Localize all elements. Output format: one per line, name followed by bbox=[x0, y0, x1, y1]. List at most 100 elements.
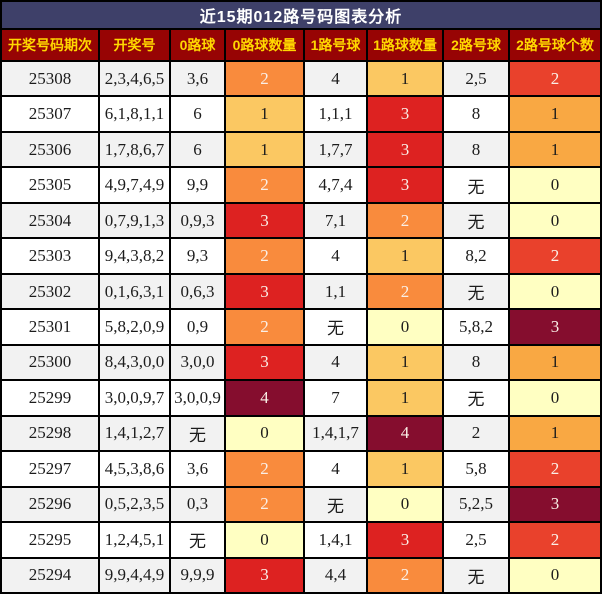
cell-way0-count: 3 bbox=[226, 345, 303, 380]
cell-way1-balls: 无 bbox=[305, 310, 366, 344]
cell-way0-balls: 9,9,9 bbox=[171, 558, 224, 592]
cell-way1-count: 0 bbox=[368, 310, 442, 344]
cell-way0-balls: 6 bbox=[171, 97, 224, 131]
cell-way2-balls: 8 bbox=[444, 345, 508, 380]
cell-way0-balls: 9,3 bbox=[171, 239, 224, 273]
cell-way2-count: 0 bbox=[510, 381, 600, 415]
cell-way1-balls: 4 bbox=[305, 239, 366, 273]
cell-period: 25301 bbox=[2, 310, 98, 344]
cell-numbers: 2,3,4,6,5 bbox=[100, 62, 169, 96]
cell-way2-balls: 无 bbox=[444, 203, 508, 238]
cell-way1-balls: 4 bbox=[305, 345, 366, 380]
cell-way1-count: 2 bbox=[368, 203, 442, 238]
cell-way0-balls: 0,6,3 bbox=[171, 274, 224, 309]
cell-way0-count: 0 bbox=[226, 416, 303, 451]
cell-numbers: 9,4,3,8,2 bbox=[100, 239, 169, 273]
cell-way2-count: 0 bbox=[510, 558, 600, 592]
cell-way2-count: 2 bbox=[510, 62, 600, 96]
cell-way1-count: 3 bbox=[368, 168, 442, 202]
cell-way1-balls: 4 bbox=[305, 62, 366, 96]
cell-numbers: 0,5,2,3,5 bbox=[100, 487, 169, 522]
cell-numbers: 0,7,9,1,3 bbox=[100, 203, 169, 238]
cell-way1-count: 1 bbox=[368, 381, 442, 415]
cell-way1-balls: 7,1 bbox=[305, 203, 366, 238]
column-header-way1-balls: 1路号球 bbox=[305, 30, 366, 60]
cell-way2-balls: 8 bbox=[444, 97, 508, 131]
cell-way2-count: 0 bbox=[510, 203, 600, 238]
cell-way1-balls: 4 bbox=[305, 452, 366, 486]
cell-way2-count: 3 bbox=[510, 310, 600, 344]
cell-way1-balls: 1,1 bbox=[305, 274, 366, 309]
cell-way0-count: 3 bbox=[226, 203, 303, 238]
cell-way2-count: 1 bbox=[510, 416, 600, 451]
cell-numbers: 1,2,4,5,1 bbox=[100, 523, 169, 557]
column-header-way2-balls: 2路号球 bbox=[444, 30, 508, 60]
cell-way0-count: 0 bbox=[226, 523, 303, 557]
cell-numbers: 9,9,4,4,9 bbox=[100, 558, 169, 592]
cell-way2-count: 0 bbox=[510, 274, 600, 309]
cell-way1-count: 2 bbox=[368, 274, 442, 309]
cell-way0-count: 2 bbox=[226, 487, 303, 522]
cell-way1-balls: 1,7,7 bbox=[305, 132, 366, 167]
cell-way2-count: 3 bbox=[510, 487, 600, 522]
cell-period: 25296 bbox=[2, 487, 98, 522]
cell-way0-count: 2 bbox=[226, 310, 303, 344]
cell-way0-balls: 3,0,0,9 bbox=[171, 381, 224, 415]
cell-period: 25303 bbox=[2, 239, 98, 273]
cell-way1-count: 3 bbox=[368, 132, 442, 167]
cell-numbers: 4,5,3,8,6 bbox=[100, 452, 169, 486]
cell-period: 25305 bbox=[2, 168, 98, 202]
cell-way2-balls: 5,8 bbox=[444, 452, 508, 486]
cell-way2-balls: 无 bbox=[444, 274, 508, 309]
cell-numbers: 1,7,8,6,7 bbox=[100, 132, 169, 167]
cell-period: 25298 bbox=[2, 416, 98, 451]
cell-way1-count: 1 bbox=[368, 239, 442, 273]
cell-period: 25297 bbox=[2, 452, 98, 486]
cell-way1-balls: 4,7,4 bbox=[305, 168, 366, 202]
column-header-way1-count: 1路球数量 bbox=[368, 30, 442, 60]
cell-way1-balls: 7 bbox=[305, 381, 366, 415]
cell-period: 25295 bbox=[2, 523, 98, 557]
cell-way2-balls: 2,5 bbox=[444, 523, 508, 557]
cell-way0-count: 1 bbox=[226, 97, 303, 131]
page-title: 近15期012路号码图表分析 bbox=[2, 2, 600, 28]
cell-numbers: 3,0,0,9,7 bbox=[100, 381, 169, 415]
cell-way0-count: 2 bbox=[226, 452, 303, 486]
cell-way0-count: 4 bbox=[226, 381, 303, 415]
cell-way0-count: 2 bbox=[226, 239, 303, 273]
cell-way2-count: 2 bbox=[510, 523, 600, 557]
cell-way2-count: 1 bbox=[510, 97, 600, 131]
cell-period: 25308 bbox=[2, 62, 98, 96]
cell-way1-count: 1 bbox=[368, 62, 442, 96]
cell-way0-balls: 0,3 bbox=[171, 487, 224, 522]
column-header-numbers: 开奖号 bbox=[100, 30, 169, 60]
cell-period: 25294 bbox=[2, 558, 98, 592]
cell-way1-balls: 无 bbox=[305, 487, 366, 522]
cell-numbers: 6,1,8,1,1 bbox=[100, 97, 169, 131]
cell-way2-balls: 5,2,5 bbox=[444, 487, 508, 522]
cell-way0-balls: 0,9 bbox=[171, 310, 224, 344]
cell-period: 25306 bbox=[2, 132, 98, 167]
cell-way1-count: 0 bbox=[368, 487, 442, 522]
cell-way0-balls: 无 bbox=[171, 416, 224, 451]
cell-way2-balls: 2 bbox=[444, 416, 508, 451]
cell-way2-balls: 8,2 bbox=[444, 239, 508, 273]
cell-way1-balls: 4,4 bbox=[305, 558, 366, 592]
cell-way0-count: 1 bbox=[226, 132, 303, 167]
analysis-heatmap-table: 开奖号码期次 开奖号 0路球 0路球数量 1路号球 1路球数量 2路号球 2路号球个数 2530… bbox=[2, 30, 600, 592]
cell-period: 25299 bbox=[2, 381, 98, 415]
cell-period: 25302 bbox=[2, 274, 98, 309]
cell-way0-balls: 3,0,0 bbox=[171, 345, 224, 380]
cell-way1-count: 3 bbox=[368, 97, 442, 131]
cell-way1-count: 4 bbox=[368, 416, 442, 451]
cell-way1-count: 1 bbox=[368, 452, 442, 486]
cell-way0-balls: 9,9 bbox=[171, 168, 224, 202]
cell-way0-balls: 0,9,3 bbox=[171, 203, 224, 238]
cell-way0-count: 3 bbox=[226, 558, 303, 592]
cell-numbers: 5,8,2,0,9 bbox=[100, 310, 169, 344]
cell-numbers: 0,1,6,3,1 bbox=[100, 274, 169, 309]
cell-way2-balls: 无 bbox=[444, 381, 508, 415]
cell-way0-count: 2 bbox=[226, 168, 303, 202]
cell-way2-count: 2 bbox=[510, 452, 600, 486]
